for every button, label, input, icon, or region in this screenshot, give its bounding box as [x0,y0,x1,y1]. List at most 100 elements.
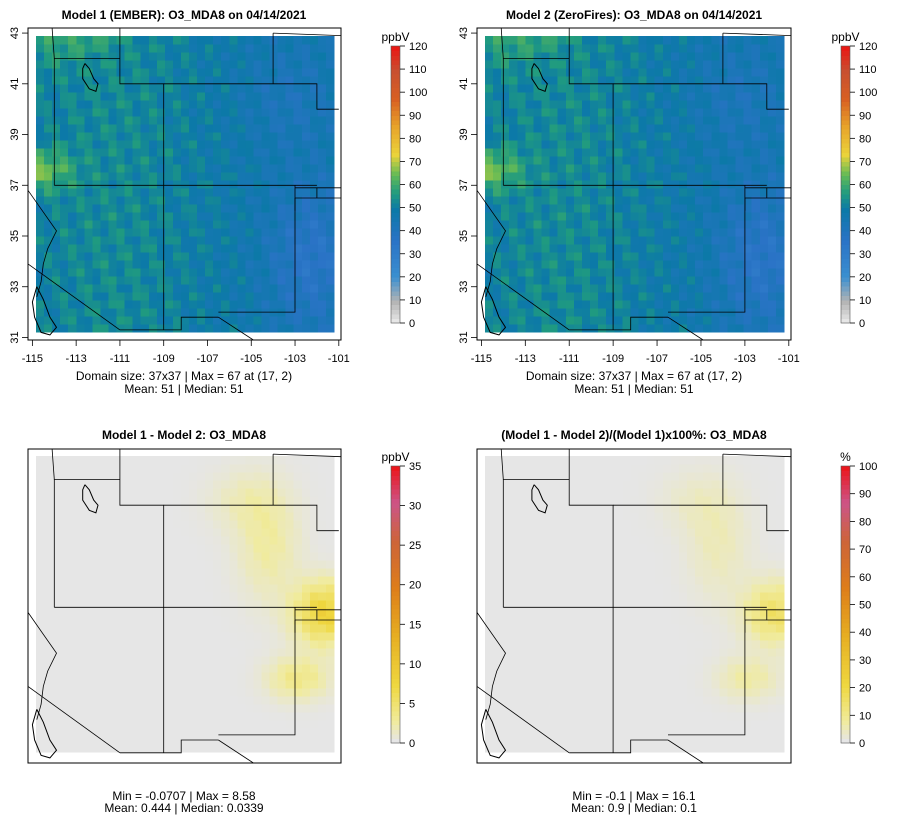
heatmap-cell [60,664,69,673]
heatmap-cell [309,504,319,513]
heatmap-cell [277,300,287,309]
heatmap-cell [253,244,263,253]
heatmap-cell [590,680,599,689]
heatmap-cell [237,124,246,133]
heatmap-cell [598,76,607,85]
heatmap-cell [140,728,150,737]
heatmap-cell [205,156,214,165]
heatmap-cell [213,728,222,737]
heatmap-cell [517,44,526,53]
heatmap-cell [743,180,753,189]
heatmap-cell [156,156,166,165]
heatmap-cell [485,688,494,697]
heatmap-cell [775,124,785,133]
heatmap-cell [678,204,688,213]
heatmap-cell [180,624,190,633]
heatmap-cell [638,308,648,317]
heatmap-cell [277,704,287,713]
heatmap-cell [84,624,93,633]
heatmap-cell [68,720,77,729]
heatmap-cell [84,324,93,333]
heatmap-cell [325,560,335,569]
heatmap-cell [180,196,190,205]
heatmap-cell [549,324,559,333]
heatmap-cell [485,520,494,529]
heatmap-cell [108,720,118,729]
heatmap-cell [590,52,599,61]
heatmap-cell [525,244,535,253]
heatmap-cell [108,688,118,697]
heatmap-cell [269,148,279,157]
heatmap-cell [670,284,680,293]
chart-panel: Model 1 - Model 2: O3_MDA805101520253035… [27,428,421,815]
heatmap-cell [509,664,518,673]
heatmap-cell [493,108,502,117]
heatmap-cell [517,624,526,633]
heatmap-cell [253,228,263,237]
heatmap-cell [213,292,222,301]
heatmap-cell [76,472,85,481]
heatmap-cell [573,276,583,285]
heatmap-cell [301,704,311,713]
heatmap-cell [759,316,769,325]
heatmap-cell [36,236,45,245]
heatmap-cell [76,132,85,141]
colorbar-segment [391,622,400,629]
heatmap-cell [44,608,53,617]
heatmap-cell [573,140,583,149]
heatmap-cell [76,300,85,309]
heatmap-cell [767,124,777,133]
heatmap-cell [68,132,77,141]
heatmap-cell [76,544,85,553]
heatmap-cell [711,44,720,53]
heatmap-cell [245,552,255,561]
heatmap-cell [92,640,102,649]
heatmap-cell [140,488,150,497]
heatmap-cell [622,252,632,261]
heatmap-cell [549,308,559,317]
chart-panel: Model 1 (EMBER): O3_MDA8 on 04/14/2021-1… [9,8,427,396]
heatmap-cell [36,116,45,125]
heatmap-cell [727,260,737,269]
heatmap-cell [205,180,214,189]
heatmap-cell [44,600,53,609]
heatmap-cell [84,704,93,713]
heatmap-cell [493,124,502,133]
heatmap-cell [140,536,150,545]
heatmap-cell [662,284,672,293]
colorbar-segment [391,309,400,315]
heatmap-cell [485,44,494,53]
heatmap-cell [84,600,93,609]
heatmap-cell [517,276,526,285]
heatmap-cell [253,664,263,673]
heatmap-cell [180,464,190,473]
heatmap-cell [743,108,753,117]
heatmap-cell [293,504,303,513]
heatmap-cell [68,472,77,481]
heatmap-cell [92,456,102,465]
heatmap-cell [285,188,295,197]
heatmap-cell [205,252,214,261]
heatmap-cell [156,60,166,69]
heatmap-cell [277,268,287,277]
heatmap-cell [622,228,632,237]
heatmap-cell [108,472,118,481]
heatmap-cell [485,292,494,301]
heatmap-cell [565,84,575,93]
heatmap-cell [148,196,158,205]
heatmap-cell [156,488,166,497]
heatmap-cell [269,68,279,77]
heatmap-cell [148,504,158,513]
heatmap-cell [205,656,214,665]
heatmap-cell [60,456,69,465]
heatmap-cell [36,736,45,745]
heatmap-cell [164,576,174,585]
heatmap-cell [743,148,753,157]
heatmap-cells [36,456,335,753]
colorbar-tick-label: 10 [409,295,421,307]
colorbar-segment [841,166,850,172]
heatmap-cell [221,512,230,521]
heatmap-cell [197,744,206,753]
heatmap-cell [549,100,559,109]
heatmap-cell [501,712,510,721]
